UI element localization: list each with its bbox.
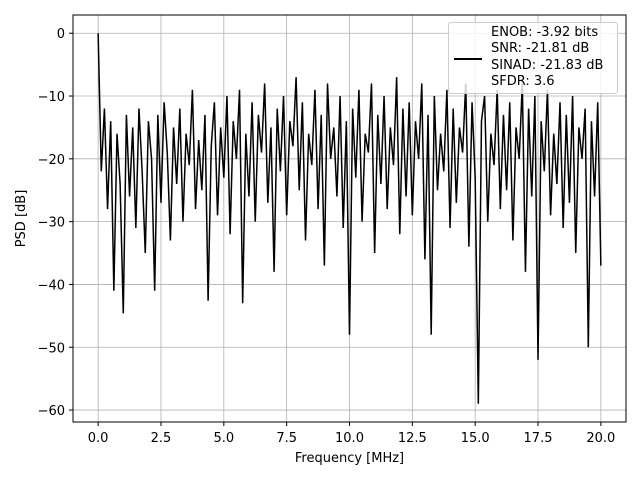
psd-line: [97, 33, 602, 404]
x-tick-label: 20.0: [586, 431, 615, 446]
x-tick-label: 15.0: [461, 431, 490, 446]
legend-label: ENOB: -3.92 bits SNR: -21.81 dB SINAD: -…: [491, 25, 604, 89]
y-tick-label: −10: [38, 90, 65, 105]
x-tick-label: 0.0: [88, 431, 109, 446]
x-axis-label: Frequency [MHz]: [295, 451, 404, 466]
y-tick-label: −20: [38, 153, 65, 168]
y-tick-label: −50: [38, 341, 65, 356]
legend-swatch: [454, 58, 482, 60]
x-tick-label: 12.5: [398, 431, 427, 446]
y-tick-label: −60: [38, 404, 65, 419]
x-tick-label: 2.5: [151, 431, 172, 446]
y-tick-label: −40: [38, 278, 65, 293]
plot-area: [97, 33, 602, 404]
x-tick-label: 5.0: [213, 431, 234, 446]
y-tick-label: 0: [57, 27, 65, 42]
legend: ENOB: -3.92 bits SNR: -21.81 dB SINAD: -…: [448, 22, 618, 94]
x-tick-label: 17.5: [524, 431, 553, 446]
x-tick-label: 7.5: [276, 431, 297, 446]
y-tick-label: −30: [38, 216, 65, 231]
y-axis-label: PSD [dB]: [14, 190, 29, 248]
x-tick-label: 10.0: [335, 431, 364, 446]
